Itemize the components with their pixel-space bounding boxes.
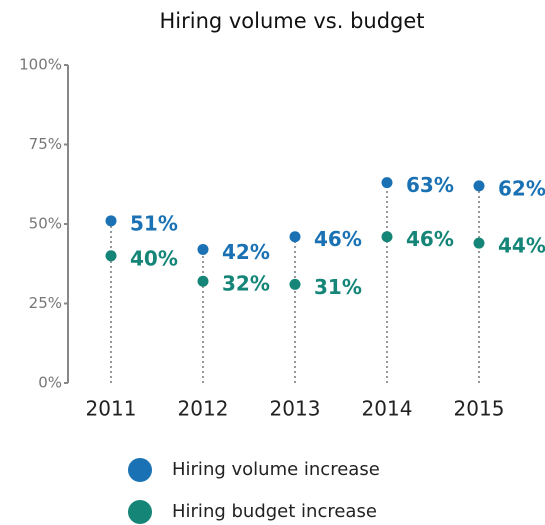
data-label: 31% bbox=[314, 275, 362, 299]
chart-title: Hiring volume vs. budget bbox=[159, 9, 424, 33]
data-label: 46% bbox=[406, 227, 454, 251]
y-tick-label: 25% bbox=[29, 294, 62, 312]
legend-swatch bbox=[128, 500, 152, 524]
dot bbox=[105, 215, 117, 227]
data-label: 32% bbox=[222, 272, 270, 296]
x-tick-label: 2013 bbox=[270, 397, 321, 421]
legend-swatch bbox=[128, 458, 152, 482]
dot bbox=[197, 275, 209, 287]
dot bbox=[473, 237, 485, 249]
data-label: 62% bbox=[498, 176, 545, 200]
dot bbox=[105, 250, 117, 262]
dot bbox=[381, 231, 393, 243]
data-label: 44% bbox=[498, 234, 545, 258]
legend-label: Hiring budget increase bbox=[172, 501, 377, 522]
x-tick-label: 2015 bbox=[454, 397, 505, 421]
y-tick-label: 75% bbox=[29, 135, 62, 153]
x-tick-label: 2011 bbox=[86, 397, 137, 421]
dot bbox=[289, 278, 301, 290]
legend-label: Hiring volume increase bbox=[172, 459, 380, 480]
data-label: 40% bbox=[130, 246, 178, 270]
data-label: 42% bbox=[222, 240, 270, 264]
y-tick-label: 0% bbox=[38, 374, 62, 392]
x-tick-label: 2014 bbox=[362, 397, 413, 421]
y-tick-label: 50% bbox=[29, 215, 62, 233]
dot bbox=[197, 243, 209, 255]
x-tick-label: 2012 bbox=[178, 397, 229, 421]
y-tick-label: 100% bbox=[19, 56, 62, 74]
dot bbox=[381, 177, 393, 189]
dot bbox=[289, 231, 301, 243]
data-label: 63% bbox=[406, 173, 454, 197]
data-label: 51% bbox=[130, 211, 178, 235]
data-label: 46% bbox=[314, 227, 362, 251]
dot bbox=[473, 180, 485, 192]
